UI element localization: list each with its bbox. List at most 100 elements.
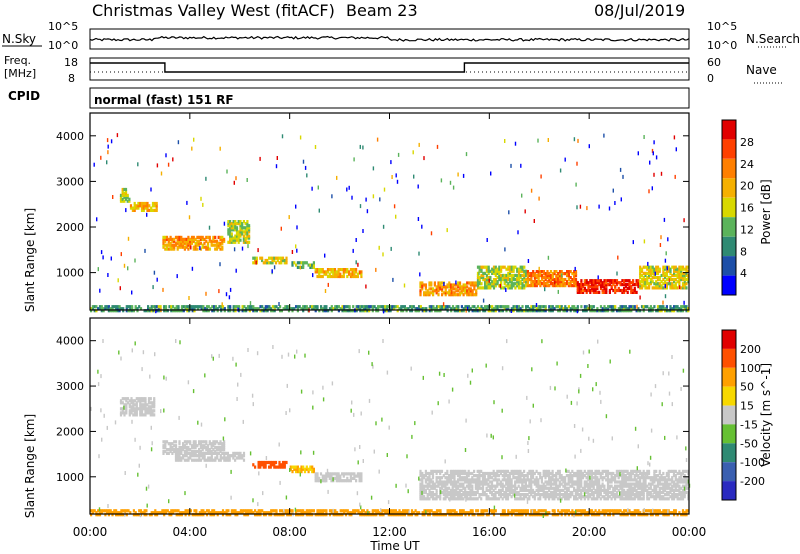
echo-cell: [274, 460, 278, 465]
echo-cell: [583, 281, 586, 285]
echo-cell: [473, 285, 476, 289]
echo-cell: [435, 285, 438, 289]
echo-cell: [144, 409, 147, 413]
echo-cell: [190, 241, 194, 245]
echo-cell: [182, 456, 185, 460]
echo-cell: [548, 486, 551, 490]
echo-cell: [469, 482, 472, 486]
echo-cell: [482, 298, 485, 303]
echo-cell: [583, 484, 586, 488]
echo-cell: [586, 206, 588, 211]
echo-cell: [582, 290, 585, 294]
echo-cell: [391, 513, 394, 517]
echo-cell: [336, 305, 339, 309]
echo-cell: [424, 478, 427, 482]
echo-cell: [230, 238, 233, 242]
echo-cell: [462, 484, 465, 488]
echo-cell: [287, 309, 291, 313]
echo-cell: [100, 250, 103, 255]
echo-cell: [623, 305, 626, 309]
echo-cell: [567, 282, 570, 286]
echo-cell: [237, 230, 240, 234]
echo-cell: [134, 305, 137, 309]
noise-panel: N.Sky 10^5 10^0 10^5 10^0 N.Search: [2, 20, 800, 52]
echo-cell: [649, 486, 652, 490]
echo-cell: [458, 488, 461, 492]
echo-cell: [471, 484, 474, 488]
echo-cell: [514, 480, 517, 484]
echo-cell: [615, 495, 618, 499]
echo-cell: [556, 486, 560, 490]
echo-cell: [145, 513, 148, 517]
echo-cell: [459, 309, 462, 313]
echo-cell: [419, 272, 421, 277]
echo-cell: [678, 273, 681, 278]
echo-cell: [590, 286, 594, 291]
echo-cell: [111, 511, 114, 515]
echo-cell: [678, 469, 681, 473]
echo-cell: [451, 305, 455, 309]
echo-cell: [594, 497, 597, 501]
echo-cell: [656, 307, 660, 311]
echo-cell: [139, 403, 142, 407]
echo-cell: [106, 305, 109, 309]
echo-cell: [683, 305, 686, 309]
echo-cell: [512, 476, 515, 480]
echo-cell: [574, 474, 577, 478]
echo-cell: [530, 309, 533, 313]
echo-cell: [239, 234, 242, 238]
echo-cell: [533, 284, 537, 288]
echo-cell: [208, 458, 212, 462]
echo-cell: [598, 279, 601, 283]
echo-cell: [628, 486, 631, 490]
echo-cell: [548, 478, 551, 482]
echo-cell: [453, 474, 456, 478]
echo-cell: [589, 309, 592, 313]
echo-cell: [102, 509, 105, 513]
echo-cell: [316, 268, 319, 272]
echo-cell: [259, 509, 262, 513]
echo-cell: [481, 493, 485, 497]
echo-cell: [169, 442, 172, 446]
echo-cell: [125, 305, 128, 309]
nave-tick-high: 60: [707, 56, 721, 69]
echo-cell: [505, 471, 508, 476]
echo-cell: [234, 240, 237, 244]
echo-cell: [100, 307, 103, 311]
echo-cell: [590, 309, 594, 313]
echo-cell: [481, 486, 485, 490]
echo-cell: [467, 291, 471, 295]
echo-cell: [107, 307, 110, 311]
echo-cell: [197, 307, 200, 311]
echo-cell: [505, 490, 508, 495]
echo-cell: [223, 446, 226, 450]
echo-cell: [291, 263, 294, 267]
echo-cell: [326, 268, 330, 272]
echo-cell: [466, 306, 469, 311]
echo-cell: [314, 305, 317, 309]
echo-cell: [519, 469, 522, 473]
echo-cell: [349, 479, 352, 483]
echo-cell: [171, 448, 174, 452]
echo-cell: [303, 470, 307, 474]
echo-cell: [458, 490, 461, 495]
echo-cell: [480, 513, 483, 517]
echo-cell: [400, 307, 403, 311]
echo-cell: [171, 243, 174, 247]
echo-cell: [501, 275, 504, 280]
echo-cell: [385, 305, 389, 309]
echo-cell: [580, 476, 583, 480]
echo-cell: [268, 465, 271, 469]
echo-cell: [476, 484, 479, 488]
echo-cell: [576, 290, 579, 294]
echo-cell: [565, 497, 568, 501]
echo-cell: [206, 243, 210, 247]
echo-cell: [430, 307, 433, 311]
echo-cell: [266, 307, 269, 311]
echo-cell: [653, 474, 656, 478]
echo-cell: [465, 308, 467, 313]
echo-cell: [309, 509, 312, 513]
echo-cell: [508, 269, 512, 273]
echo-cell: [569, 495, 572, 499]
echo-cell: [637, 476, 640, 480]
